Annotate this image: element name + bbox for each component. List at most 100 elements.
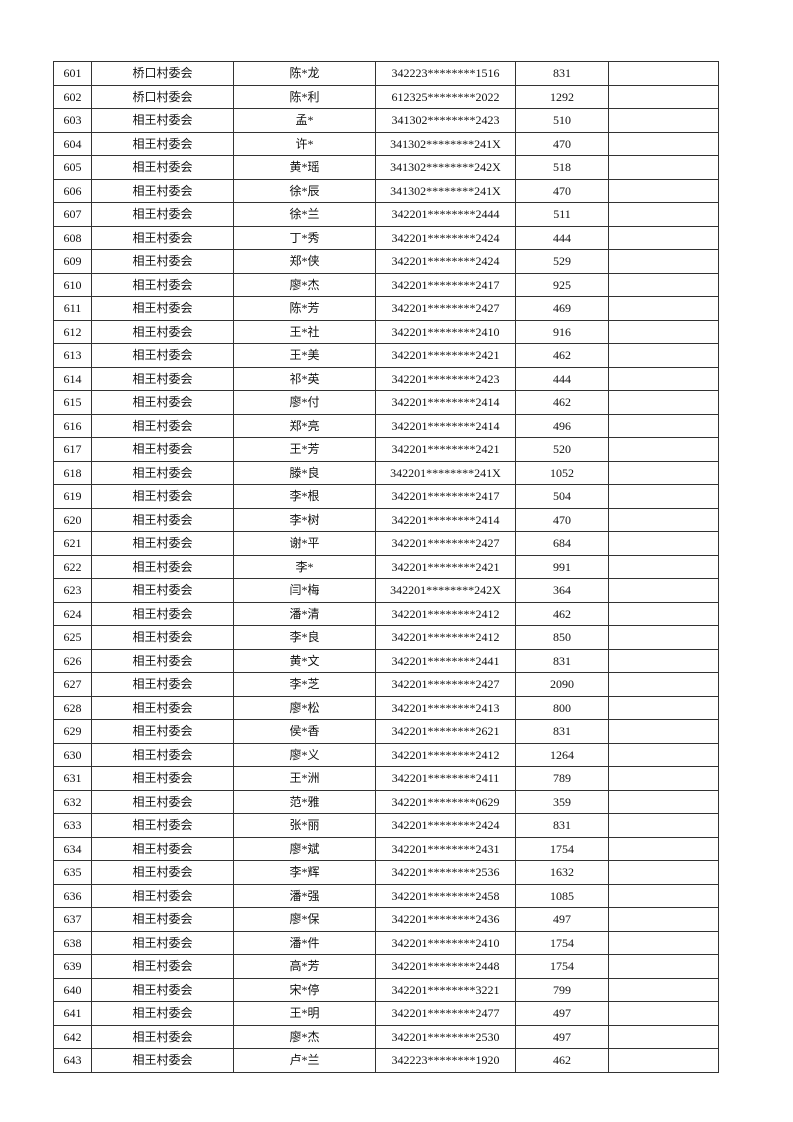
table-row: 613 相王村委会 王*美 342201********2421 462 <box>53 343 719 368</box>
id-number-cell: 342201********2427 <box>375 296 516 321</box>
id-number-cell: 342201********2412 <box>375 601 516 626</box>
village-committee-cell: 相王村委会 <box>91 531 234 556</box>
table-row: 626 相王村委会 黄*文 342201********2441 831 <box>53 648 719 673</box>
remark-cell <box>608 296 719 321</box>
person-name-cell: 廖*松 <box>233 695 376 720</box>
remark-cell <box>608 1001 719 1026</box>
remark-cell <box>608 930 719 955</box>
remark-cell <box>608 202 719 227</box>
table-row: 623 相王村委会 闫*梅 342201********242X 364 <box>53 578 719 603</box>
village-committee-cell: 相王村委会 <box>91 625 234 650</box>
table-row: 642 相王村委会 廖*杰 342201********2530 497 <box>53 1024 719 1049</box>
person-name-cell: 李*芝 <box>233 672 376 697</box>
person-name-cell: 李*根 <box>233 484 376 509</box>
amount-cell: 529 <box>515 249 609 274</box>
village-committee-cell: 桥口村委会 <box>91 61 234 86</box>
amount-cell: 1052 <box>515 460 609 485</box>
table-row: 606 相王村委会 徐*辰 341302********241X 470 <box>53 178 719 203</box>
village-committee-cell: 相王村委会 <box>91 225 234 250</box>
village-committee-cell: 相王村委会 <box>91 648 234 673</box>
village-committee-cell: 相王村委会 <box>91 131 234 156</box>
remark-cell <box>608 648 719 673</box>
amount-cell: 1264 <box>515 742 609 767</box>
row-number-cell: 614 <box>53 366 92 391</box>
table-row: 607 相王村委会 徐*兰 342201********2444 511 <box>53 202 719 227</box>
row-number-cell: 604 <box>53 131 92 156</box>
person-name-cell: 郑*侠 <box>233 249 376 274</box>
amount-cell: 991 <box>515 554 609 579</box>
village-committee-cell: 相王村委会 <box>91 907 234 932</box>
remark-cell <box>608 883 719 908</box>
remark-cell <box>608 366 719 391</box>
id-number-cell: 342201********2424 <box>375 225 516 250</box>
amount-cell: 497 <box>515 1001 609 1026</box>
table-row: 633 相王村委会 张*丽 342201********2424 831 <box>53 813 719 838</box>
row-number-cell: 638 <box>53 930 92 955</box>
id-number-cell: 342201********0629 <box>375 789 516 814</box>
person-name-cell: 王*洲 <box>233 766 376 791</box>
id-number-cell: 342201********2414 <box>375 507 516 532</box>
amount-cell: 916 <box>515 319 609 344</box>
row-number-cell: 611 <box>53 296 92 321</box>
id-number-cell: 342201********2536 <box>375 860 516 885</box>
row-number-cell: 640 <box>53 977 92 1002</box>
table-row: 630 相王村委会 廖*义 342201********2412 1264 <box>53 742 719 767</box>
village-committee-cell: 相王村委会 <box>91 366 234 391</box>
remark-cell <box>608 390 719 415</box>
table-row: 625 相王村委会 李*良 342201********2412 850 <box>53 625 719 650</box>
amount-cell: 831 <box>515 648 609 673</box>
remark-cell <box>608 413 719 438</box>
row-number-cell: 618 <box>53 460 92 485</box>
person-name-cell: 许* <box>233 131 376 156</box>
table-row: 629 相王村委会 侯*香 342201********2621 831 <box>53 719 719 744</box>
id-number-cell: 342201********2436 <box>375 907 516 932</box>
row-number-cell: 629 <box>53 719 92 744</box>
village-committee-cell: 相王村委会 <box>91 272 234 297</box>
table-row: 627 相王村委会 李*芝 342201********2427 2090 <box>53 672 719 697</box>
amount-cell: 462 <box>515 343 609 368</box>
remark-cell <box>608 343 719 368</box>
remark-cell <box>608 1048 719 1073</box>
village-committee-cell: 相王村委会 <box>91 484 234 509</box>
person-name-cell: 王*美 <box>233 343 376 368</box>
table-row: 601 桥口村委会 陈*龙 342223********1516 831 <box>53 61 719 86</box>
id-number-cell: 342201********242X <box>375 578 516 603</box>
table-row: 635 相王村委会 李*辉 342201********2536 1632 <box>53 860 719 885</box>
table-row: 621 相王村委会 谢*平 342201********2427 684 <box>53 531 719 556</box>
id-number-cell: 342201********2423 <box>375 366 516 391</box>
remark-cell <box>608 672 719 697</box>
table-row: 624 相王村委会 潘*清 342201********2412 462 <box>53 601 719 626</box>
person-name-cell: 陈*利 <box>233 84 376 109</box>
id-number-cell: 342201********2410 <box>375 319 516 344</box>
person-name-cell: 廖*保 <box>233 907 376 932</box>
person-name-cell: 卢*兰 <box>233 1048 376 1073</box>
amount-cell: 789 <box>515 766 609 791</box>
row-number-cell: 619 <box>53 484 92 509</box>
id-number-cell: 342201********2458 <box>375 883 516 908</box>
table-row: 608 相王村委会 丁*秀 342201********2424 444 <box>53 225 719 250</box>
amount-cell: 800 <box>515 695 609 720</box>
id-number-cell: 342201********2424 <box>375 249 516 274</box>
amount-cell: 444 <box>515 366 609 391</box>
person-name-cell: 李*辉 <box>233 860 376 885</box>
village-committee-cell: 相王村委会 <box>91 719 234 744</box>
person-name-cell: 廖*付 <box>233 390 376 415</box>
remark-cell <box>608 625 719 650</box>
id-number-cell: 342201********2412 <box>375 625 516 650</box>
id-number-cell: 342201********241X <box>375 460 516 485</box>
id-number-cell: 342201********2421 <box>375 343 516 368</box>
row-number-cell: 635 <box>53 860 92 885</box>
row-number-cell: 632 <box>53 789 92 814</box>
remark-cell <box>608 108 719 133</box>
village-committee-cell: 相王村委会 <box>91 977 234 1002</box>
subsidy-table: 601 桥口村委会 陈*龙 342223********1516 831 602 桥口村委会… <box>53 61 719 1073</box>
id-number-cell: 341302********2423 <box>375 108 516 133</box>
person-name-cell: 廖*杰 <box>233 272 376 297</box>
row-number-cell: 603 <box>53 108 92 133</box>
table-row: 616 相王村委会 郑*亮 342201********2414 496 <box>53 413 719 438</box>
id-number-cell: 342201********2427 <box>375 531 516 556</box>
village-committee-cell: 相王村委会 <box>91 813 234 838</box>
person-name-cell: 徐*兰 <box>233 202 376 227</box>
person-name-cell: 潘*件 <box>233 930 376 955</box>
id-number-cell: 342201********2410 <box>375 930 516 955</box>
